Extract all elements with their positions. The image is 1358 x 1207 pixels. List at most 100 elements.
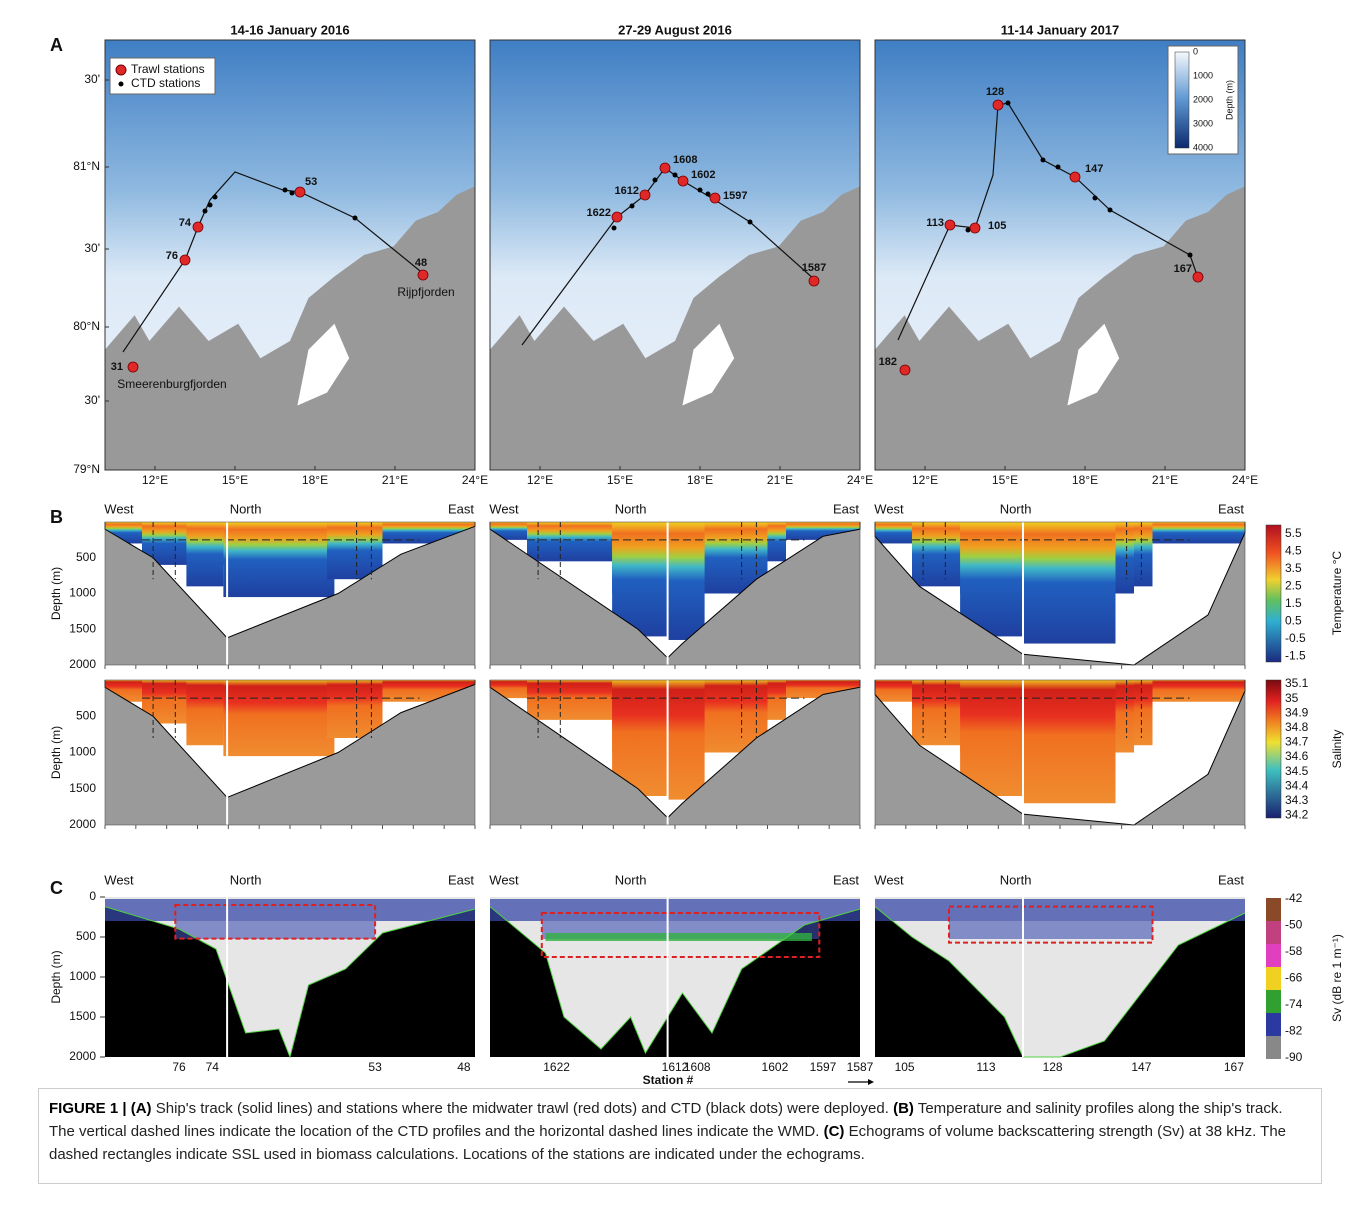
lon-tick-label: 18°E [302,473,328,487]
station-label: 128 [1043,1060,1063,1074]
station-label: 113 [976,1060,995,1074]
y-tick-label: 1000 [69,745,96,759]
colorbar-label: Temperature °C [1330,551,1344,635]
trawl-station [128,362,138,372]
trawl-station [678,176,688,186]
x-axis-label: Station # [643,1073,694,1085]
y-tick-label: 2000 [69,657,96,671]
station-label: 128 [986,86,1004,98]
trawl-station [945,220,955,230]
station-label: 182 [879,356,897,368]
depth-bar-tick: 1000 [1193,70,1213,80]
ctd-station [1093,196,1098,201]
lat-tick-label: 80°N [73,319,100,333]
page: A14-16 January 2016317674534812°E15°E18°… [0,0,1358,1207]
lon-tick-label: 15°E [607,473,633,487]
station-label: 1587 [847,1060,874,1074]
station-label: 74 [206,1060,220,1074]
temp-colorbar [1266,525,1281,662]
caption-text: Ship's track (solid lines) and stations … [156,1100,889,1117]
station-label: 105 [988,220,1006,232]
sv-colorbar-block [1266,1036,1281,1059]
place-label: Rijpfjorden [397,285,454,299]
scatter-layer [105,899,475,921]
y-tick-label: 500 [76,550,96,564]
y-tick-label: 1500 [69,781,96,795]
station-label: 1587 [802,262,826,274]
lon-tick-label: 21°E [382,473,408,487]
station-label: 48 [457,1060,471,1074]
station-label: 1612 [615,185,639,197]
direction-label: West [104,872,134,887]
ctd-station [653,178,658,183]
y-tick-label: 1500 [69,1009,96,1023]
lat-tick-label: 30' [84,393,100,407]
y-tick-label: 2000 [69,817,96,831]
legend-label: CTD stations [131,76,200,90]
direction-label: West [874,501,904,516]
station-label: 1622 [543,1060,570,1074]
direction-label: North [1000,501,1032,516]
caption-b: (B) [893,1100,914,1117]
colorbar-tick: 5.5 [1285,526,1302,540]
ctd-station [612,226,617,231]
colorbar-tick: 34.7 [1285,735,1309,749]
y-tick-label: 500 [76,929,96,943]
ctd-station [208,203,213,208]
ctd-station [1006,101,1011,106]
station-label: 1622 [587,207,611,219]
lon-tick-label: 18°E [1072,473,1098,487]
lat-tick-label: 30' [84,241,100,255]
trawl-station [640,190,650,200]
colorbar-tick: 34.2 [1285,808,1309,822]
y-tick-label: 0 [89,889,96,903]
colorbar-tick: -42 [1285,891,1303,905]
colorbar-tick: 4.5 [1285,544,1302,558]
direction-label: North [1000,872,1032,887]
ctd-station [706,192,711,197]
colorbar-tick: 34.3 [1285,793,1309,807]
direction-label: East [833,501,859,516]
legend-ctd [119,82,124,87]
direction-label: West [104,501,134,516]
station-label: 167 [1174,263,1192,275]
panel-letter: C [50,878,63,898]
y-tick-label: 1500 [69,621,96,635]
profile-fill [186,522,223,586]
lon-tick-label: 18°E [687,473,713,487]
caption-label: FIGURE 1 | [49,1100,127,1117]
station-label: 76 [172,1060,186,1074]
station-label: 1602 [762,1060,789,1074]
lon-tick-label: 21°E [1152,473,1178,487]
colorbar-tick: -90 [1285,1050,1303,1064]
lat-tick-label: 79°N [73,462,100,476]
station-label: 1597 [810,1060,837,1074]
lat-tick-label: 81°N [73,159,100,173]
direction-label: East [448,872,474,887]
y-axis-label: Depth (m) [49,567,63,620]
ctd-station [673,173,678,178]
legend-label: Trawl stations [131,62,205,76]
colorbar-tick: 1.5 [1285,596,1302,610]
colorbar-tick: -1.5 [1285,649,1306,663]
ctd-station [698,188,703,193]
profile-fill [186,680,223,745]
trawl-station [900,365,910,375]
lon-tick-label: 15°E [992,473,1018,487]
direction-label: East [833,872,859,887]
colorbar-label: Sv (dB re 1 m⁻¹) [1330,934,1344,1022]
station-label: 1608 [673,154,697,166]
direction-label: West [489,501,519,516]
direction-label: North [615,501,647,516]
ctd-station [630,204,635,209]
lon-tick-label: 24°E [462,473,488,487]
colorbar-tick: 35.1 [1285,676,1309,690]
caption: FIGURE 1 | (A) Ship's track (solid lines… [38,1088,1322,1184]
station-label: 147 [1131,1060,1151,1074]
ctd-station [283,188,288,193]
station-label: 31 [111,361,123,373]
sv-colorbar-block [1266,898,1281,921]
colorbar-tick: 34.9 [1285,705,1309,719]
